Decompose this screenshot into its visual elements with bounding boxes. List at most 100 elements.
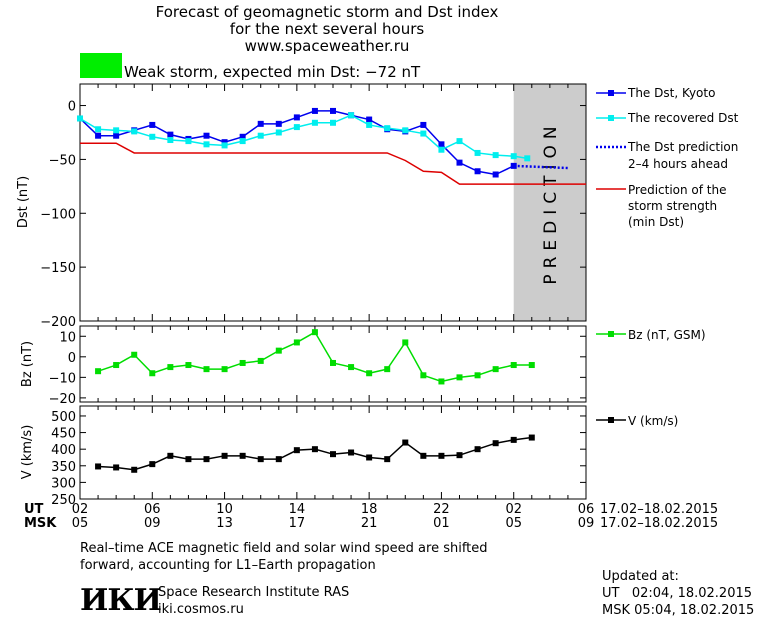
dst-series-0-point <box>420 121 427 128</box>
dst-series-1-point <box>524 155 531 162</box>
bz-series-0-point <box>438 378 445 385</box>
ut-tick-label: 06 <box>144 502 161 517</box>
bz-series-0-point <box>384 366 391 373</box>
bz-series-0-point <box>149 370 156 377</box>
ut-tick-label: 10 <box>216 502 233 517</box>
msk-tick-label: 05 <box>72 516 89 531</box>
dst-series-1-point <box>131 128 138 135</box>
v-series-0-point <box>221 452 228 459</box>
v-series-0-point <box>185 456 192 463</box>
v-series-0-point <box>510 436 517 443</box>
v-series-0-point <box>420 452 427 459</box>
ut-date-range: 17.02–18.02.2015 <box>600 502 718 517</box>
bz-ytick-label: 10 <box>59 330 76 345</box>
v-ytick-label: 250 <box>51 493 76 508</box>
dst-series-0-point <box>257 120 264 127</box>
dst-series-1-point <box>257 132 264 139</box>
v-series-0-point <box>257 456 264 463</box>
dst-series-1-line <box>79 114 528 160</box>
dst-series-1-point <box>167 137 174 144</box>
legend-strength-label: Prediction of the <box>628 183 727 197</box>
v-ytick-label: 300 <box>51 476 76 491</box>
bz-series-0-point <box>456 374 463 381</box>
v-series-0-point <box>311 446 318 453</box>
msk-tick-label: 05 <box>505 516 522 531</box>
storm-forecast-text: Weak storm, expected min Dst: −72 nT <box>124 63 421 81</box>
dst-series-1-point <box>149 133 156 140</box>
dst-series-1-point <box>474 149 481 156</box>
legend: The Dst, Kyoto The recovered Dst The Dst… <box>596 86 739 428</box>
v-series-0-point <box>438 452 445 459</box>
dst-ytick-label: −150 <box>40 261 76 276</box>
msk-tick-label: 17 <box>289 516 306 531</box>
legend-prediction-label-2: 2–4 hours ahead <box>628 157 728 171</box>
dst-axis-label: Dst (nT) <box>16 176 31 228</box>
dst-panel: PREDICTION Dst (nT) 0 −50 −100 −150 −200 <box>16 83 587 330</box>
msk-tick-label: 09 <box>144 516 161 531</box>
v-series-0-point <box>275 456 282 463</box>
dst-series-0-point <box>311 107 318 114</box>
footer-note-line2: forward, accounting for L1–Earth propaga… <box>80 558 376 573</box>
dst-series-1-point <box>438 146 445 153</box>
bz-ytick-label: −10 <box>49 371 76 386</box>
iki-logo: ИКИ <box>80 583 162 618</box>
v-ytick-label: 450 <box>51 427 76 442</box>
bz-axis-label: Bz (nT) <box>20 341 35 387</box>
dst-series-0-point <box>456 159 463 166</box>
v-series-0-point <box>348 449 355 456</box>
dst-ytick-label: −200 <box>40 315 76 330</box>
legend-kyoto-marker <box>608 90 614 96</box>
ut-tick-label: 18 <box>361 502 378 517</box>
institute-name: Space Research Institute RAS <box>158 585 350 600</box>
updated-label: Updated at: <box>602 569 679 584</box>
ut-tick-label: 14 <box>289 502 306 517</box>
bz-series-0-point <box>185 362 192 369</box>
dst-series-1-point <box>203 141 210 148</box>
v-series-0-point <box>131 466 138 473</box>
bz-series-0-point <box>239 359 246 366</box>
bz-series-0-point <box>474 372 481 379</box>
dst-series-1-point <box>95 126 102 133</box>
dst-ytick-label: −50 <box>49 153 76 168</box>
dst-series-0-line <box>79 110 515 176</box>
legend-kyoto-label: The Dst, Kyoto <box>627 86 715 100</box>
msk-date-range: 17.02–18.02.2015 <box>600 516 718 531</box>
msk-tick-label: 01 <box>433 516 450 531</box>
dst-series-2-line <box>513 164 568 170</box>
bz-series-0-point <box>113 362 120 369</box>
dst-series-1-point <box>330 119 336 126</box>
institute-site-link[interactable]: iki.cosmos.ru <box>158 602 244 617</box>
bz-series-0-point <box>510 362 517 369</box>
dst-series-1-point <box>402 127 409 134</box>
bz-series-0-point <box>257 357 264 364</box>
chart-title: Forecast of geomagnetic storm and Dst in… <box>156 3 499 21</box>
dst-series-1-point <box>221 142 228 149</box>
dst-ytick-label: −100 <box>40 207 76 222</box>
legend-prediction-label: The Dst prediction <box>627 140 738 154</box>
v-series-0-point <box>203 456 210 463</box>
v-series-0-point <box>293 447 300 454</box>
bz-series-0-point <box>203 366 210 373</box>
bz-series-0-point <box>330 359 336 366</box>
bz-series-0-point <box>131 351 138 358</box>
dst-plot-frame <box>79 83 587 322</box>
bz-series-0-point <box>293 339 300 346</box>
v-series-0-point <box>366 454 373 461</box>
v-series-0-point <box>528 434 535 441</box>
dst-series-0-point <box>203 132 210 139</box>
legend-strength-label-3: (min Dst) <box>628 215 684 229</box>
dst-series-1-point <box>456 138 463 145</box>
v-ytick-label: 400 <box>51 443 76 458</box>
bz-series-0-point <box>528 362 535 369</box>
chart-subtitle: for the next several hours <box>230 20 425 38</box>
bz-panel: Bz (nT) 10 0 −10 −20 <box>20 325 587 407</box>
dst-series-1-point <box>492 152 499 159</box>
v-series-0-point <box>239 452 246 459</box>
bz-series-0-point <box>366 370 373 377</box>
msk-tick-label: 09 <box>578 516 595 531</box>
legend-strength-label-2: storm strength <box>628 199 717 213</box>
ut-tick-label: 02 <box>72 502 89 517</box>
msk-tick-label: 13 <box>216 516 233 531</box>
